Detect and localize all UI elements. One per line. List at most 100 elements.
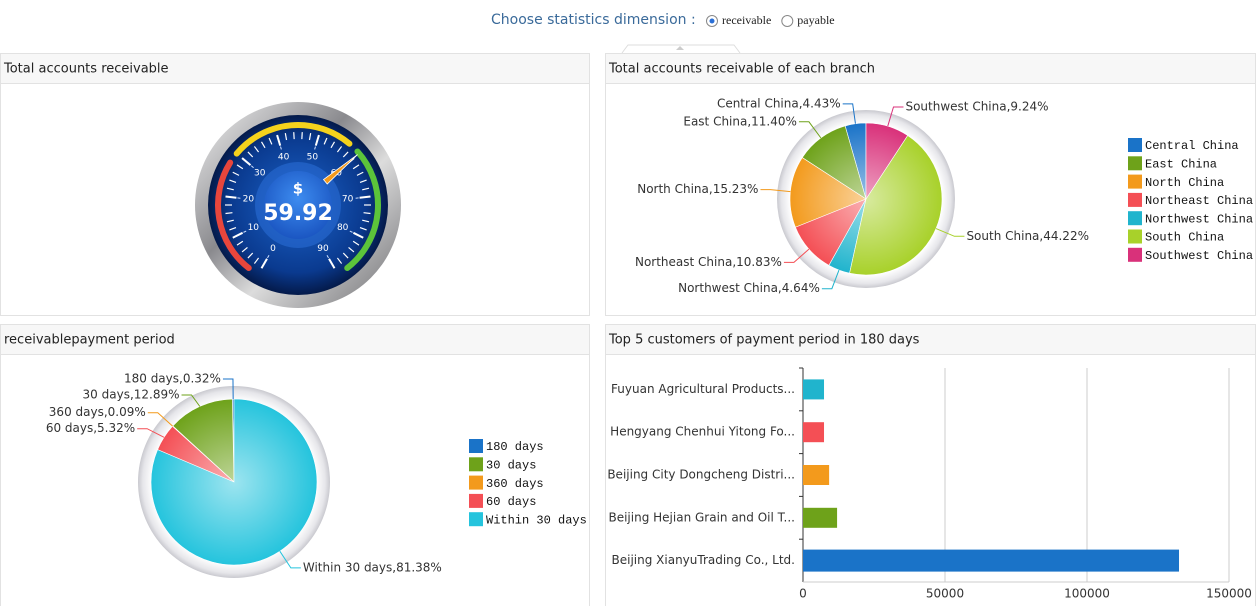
legend-label: 360 days [486,477,544,491]
gauge-minor-tick [352,164,360,170]
gauge-unit: $ [293,180,303,198]
gauge-minor-tick [241,157,252,166]
panel-header [605,324,1256,355]
gauge-tick-label: 70 [342,195,354,205]
legend-swatch [469,475,483,490]
label-leader [147,412,173,427]
x-tick-label: 100000 [1064,587,1110,601]
gauge-tick-label: 20 [243,195,255,205]
gauge-minor-tick [229,179,237,183]
pie-label: 360 days,0.09% [49,405,146,419]
header-prompt: Choose statistics dimension : [491,12,696,28]
pie-label: Within 30 days,81.38% [303,560,442,574]
gauge-minor-tick [336,257,343,264]
label-leader [935,228,965,237]
label-leader [887,106,904,127]
pie-label: South China,44.22% [966,229,1089,243]
panel-title: receivablepayment period [4,333,175,348]
gauge-minor-tick [247,151,254,158]
panel-header [605,53,1256,84]
gauge-tick-label: 10 [248,223,260,233]
tab-arrow [676,46,684,50]
gauge-minor-tick [247,252,254,259]
legend-label: 60 days [486,495,536,509]
radio-group: receivable payable [706,13,835,27]
pie-label: 60 days,5.32% [46,421,135,435]
legend-label: Southwest China [1145,249,1253,263]
gauge-minor-tick [253,146,260,153]
gauge-tick-label: 80 [337,223,349,233]
label-leader [279,550,301,569]
legend-label: 180 days [486,440,544,454]
gauge-minor-tick [253,257,260,264]
legend-swatch [1128,156,1142,171]
pie-label: Northwest China,4.64% [678,281,820,295]
gauge-minor-tick [359,195,371,199]
panel-header [0,53,590,84]
legend-label: Northwest China [1145,212,1253,226]
gauge-minor-tick [241,246,248,253]
gauge-minor-tick [236,164,244,170]
gauge-hub [264,171,332,239]
gauge-tick [250,165,254,169]
panel-header [0,324,590,355]
pie-label: Northeast China,10.83% [635,255,782,269]
radio-dot [709,18,715,24]
gauge-minor-tick [328,258,336,269]
radio[interactable] [781,15,794,27]
gauge-tick [314,146,316,150]
bar [803,422,825,443]
gauge-band [233,122,353,157]
gauge-needle [322,154,358,185]
pie-label: North China,15.23% [637,182,758,196]
gauge-minor-tick [276,134,282,146]
gauge-value: 59.92 [263,201,333,226]
legend-label: Within 30 days [486,513,587,527]
label-leader [760,189,791,193]
gauge-minor-tick [330,141,336,149]
gauge-minor-tick [342,252,349,259]
label-leader [842,103,856,124]
y-tick-label: Beijing City Dongcheng Distri... [607,468,795,482]
panel-title: Total accounts receivable [3,62,169,77]
gauge-tick [267,254,270,259]
bar [803,507,838,528]
gauge-band [215,159,252,272]
legend-label: Northeast China [1145,194,1253,208]
gauge-tick-label: 40 [278,153,290,163]
gauge-tick-label: 30 [254,168,266,178]
gauge-minor-tick [268,137,273,145]
panel-title: Total accounts receivable of each branch [608,62,875,77]
legend-label: South China [1145,231,1224,245]
x-tick-label: 0 [799,587,807,601]
label-leader [821,269,840,290]
gauge-minor-tick [336,146,343,153]
gauge-band [344,148,381,272]
pie-label: Southwest China,9.24% [905,100,1048,114]
legend-swatch [1128,229,1142,244]
gauge-tick [243,230,247,233]
gauge-minor-tick [225,195,237,199]
gauge-tick [349,230,353,233]
gauge-minor-tick [348,246,355,253]
label-leader [181,394,201,407]
legend-label: Central China [1145,139,1239,153]
panels [0,53,1256,606]
legend-swatch [1128,174,1142,189]
legend-swatch [469,493,483,508]
bar [803,549,1180,572]
gauge-minor-tick [260,258,268,269]
y-tick-label: Beijing Hejian Grain and Oil T... [608,510,795,524]
gauge-minor-tick [352,240,360,246]
pie-label: 30 days,12.89% [83,388,180,402]
gauge-minor-tick [359,227,367,231]
gauge-minor-tick [352,231,364,239]
legend-swatch [469,439,483,453]
x-tick-label: 150000 [1206,587,1252,601]
radio-label[interactable]: receivable [722,13,771,27]
radio-label[interactable]: payable [797,13,834,27]
gauge-minor-tick [284,133,288,141]
gauge-minor-tick [359,179,367,183]
gauge-minor-tick [232,231,244,239]
